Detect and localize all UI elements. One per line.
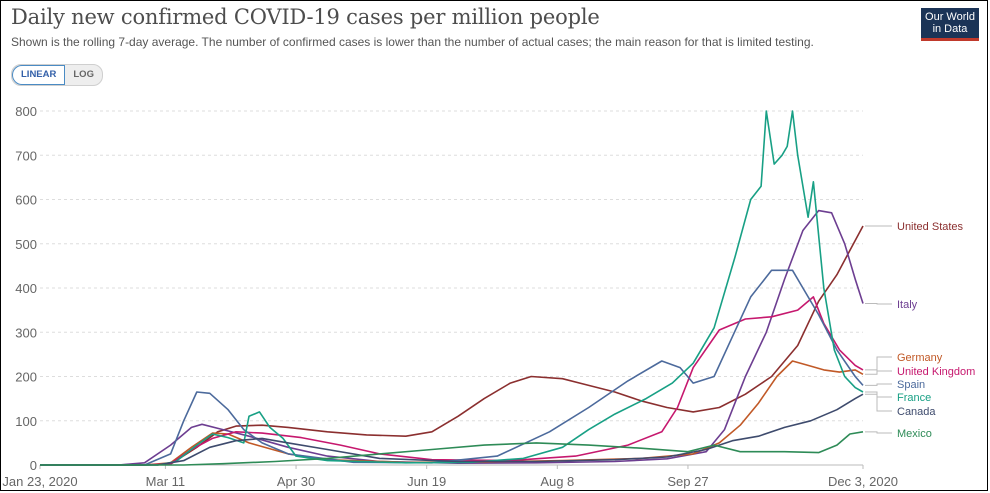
legend-label-spain: Spain xyxy=(897,379,925,391)
legend-label-united-states: United States xyxy=(897,221,964,233)
x-tick-label: Jun 19 xyxy=(407,474,446,489)
series-line-united-kingdom xyxy=(40,296,864,466)
chart-title: Daily new confirmed COVID-19 cases per m… xyxy=(11,5,600,29)
x-tick-label: Apr 30 xyxy=(277,474,315,489)
legend-connector xyxy=(865,393,892,412)
chart-subtitle: Shown is the rolling 7-day average. The … xyxy=(11,35,814,49)
legend-label-germany: Germany xyxy=(897,352,943,364)
series-line-france xyxy=(40,110,864,466)
x-tick-label: Mar 11 xyxy=(146,474,186,489)
x-tick-label: Dec 3, 2020 xyxy=(828,474,898,489)
legend-label-italy: Italy xyxy=(897,299,918,311)
x-tick-label: Sep 27 xyxy=(667,474,708,489)
legend-label-united-kingdom: United Kingdom xyxy=(897,366,975,378)
y-tick-label: 500 xyxy=(15,237,37,252)
series-line-canada xyxy=(40,393,864,466)
scale-linear-button[interactable]: LINEAR xyxy=(12,65,66,85)
y-tick-label: 0 xyxy=(30,458,37,473)
legend-connector xyxy=(865,302,892,305)
y-tick-label: 100 xyxy=(15,414,37,429)
y-tick-label: 800 xyxy=(15,104,37,119)
legend-connector xyxy=(865,383,892,386)
legend-label-france: France xyxy=(897,392,931,404)
series-line-mexico xyxy=(40,431,864,466)
series-line-italy xyxy=(40,209,864,466)
series-line-spain xyxy=(40,269,864,466)
logo-line-2: in Data xyxy=(932,23,968,35)
y-tick-label: 400 xyxy=(15,281,37,296)
y-tick-label: 600 xyxy=(15,193,37,208)
y-tick-label: 200 xyxy=(15,370,37,385)
owid-logo[interactable]: Our World in Data xyxy=(921,8,979,41)
scale-log-button[interactable]: LOG xyxy=(73,69,94,80)
logo-line-1: Our World xyxy=(925,11,975,23)
legend-connector xyxy=(865,356,892,375)
y-tick-label: 700 xyxy=(15,148,37,163)
x-tick-label: Aug 8 xyxy=(540,474,574,489)
legend-label-mexico: Mexico xyxy=(897,428,932,440)
x-tick-label: Jan 23, 2020 xyxy=(2,474,77,489)
series-line-united-states xyxy=(40,225,864,466)
legend-connector xyxy=(865,431,892,434)
y-tick-label: 300 xyxy=(15,325,37,340)
legend-connector xyxy=(865,369,892,372)
legend-label-canada: Canada xyxy=(897,406,936,418)
scale-toggle: LINEAR LOG xyxy=(11,64,103,86)
